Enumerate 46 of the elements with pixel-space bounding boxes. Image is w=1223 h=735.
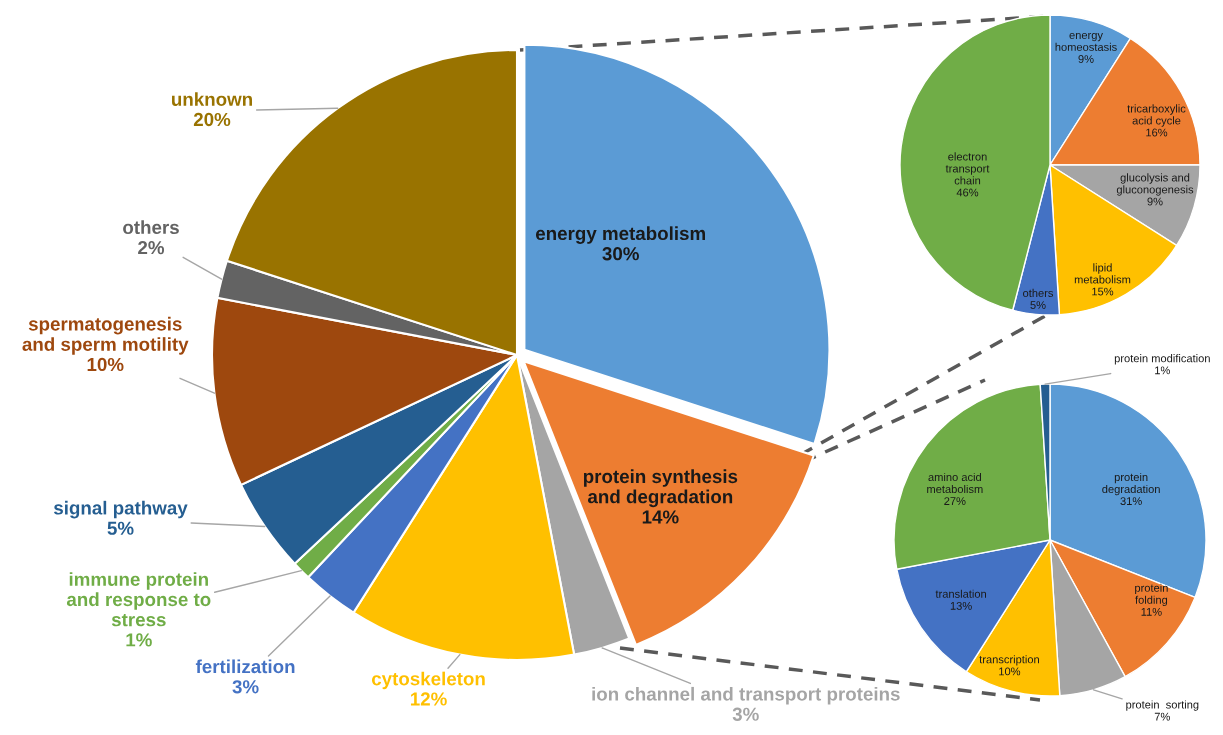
slice-label: unknown: [172, 92, 252, 106]
data-label: 7%: [1154, 712, 1170, 721]
data-label: 11%: [1141, 607, 1162, 616]
data-label: 1%: [126, 633, 152, 647]
slice-label: ion channel and transport proteins: [592, 686, 900, 705]
slice-label: tricarboxylic acid cycle: [1127, 104, 1186, 127]
slice-label: others: [1023, 288, 1054, 297]
data-label: 9%: [1078, 55, 1094, 63]
data-label: 12%: [410, 692, 447, 706]
slice-label: glucolysis and gluconogenesis: [1116, 173, 1194, 196]
data-label: 27%: [944, 497, 966, 505]
data-label: 13%: [950, 601, 972, 610]
data-label: 2%: [138, 240, 165, 255]
slice-label: protein modification: [1114, 354, 1210, 365]
data-label: 5%: [1030, 301, 1046, 309]
slice-label: translation: [935, 589, 986, 598]
slice-label: lipid metabolism: [1074, 263, 1131, 284]
data-label: 46%: [956, 188, 979, 197]
data-label: 15%: [1092, 287, 1114, 296]
slice-label: electron transport chain: [945, 152, 990, 185]
data-label: 1%: [1155, 366, 1170, 375]
slice-label: fertilization: [195, 659, 295, 674]
slice-label: cytoskeleton: [371, 671, 485, 690]
slice-label: signal pathway: [53, 500, 188, 519]
slice-label: transcription: [979, 655, 1039, 666]
slice-label: others: [123, 220, 179, 235]
data-label: 3%: [232, 680, 259, 694]
data-label: 30%: [602, 247, 639, 261]
slice-label: protein degradation: [1102, 472, 1160, 496]
slice-label: protein sorting: [1126, 700, 1199, 711]
slice-label: amino acid metabolism: [927, 472, 983, 494]
data-label: 31%: [1120, 497, 1142, 506]
slice-label: protein synthesis and degradation: [583, 469, 738, 508]
data-label: 10%: [87, 357, 124, 372]
data-label: 9%: [1147, 197, 1163, 206]
data-label: 14%: [642, 510, 679, 524]
data-label: 10%: [999, 667, 1021, 676]
slice-label: energy homeostasis: [1055, 32, 1117, 51]
data-label: 3%: [732, 707, 759, 721]
data-label: 20%: [193, 112, 231, 127]
slice-label: spermatogenesis and sperm motility: [22, 316, 189, 355]
data-label: 5%: [107, 521, 134, 535]
data-label: 16%: [1146, 128, 1168, 137]
slice-label: energy metabolism: [535, 226, 705, 244]
slice-label: immune protein and response to stress: [66, 572, 211, 627]
slice-label: protein folding: [1135, 583, 1168, 607]
